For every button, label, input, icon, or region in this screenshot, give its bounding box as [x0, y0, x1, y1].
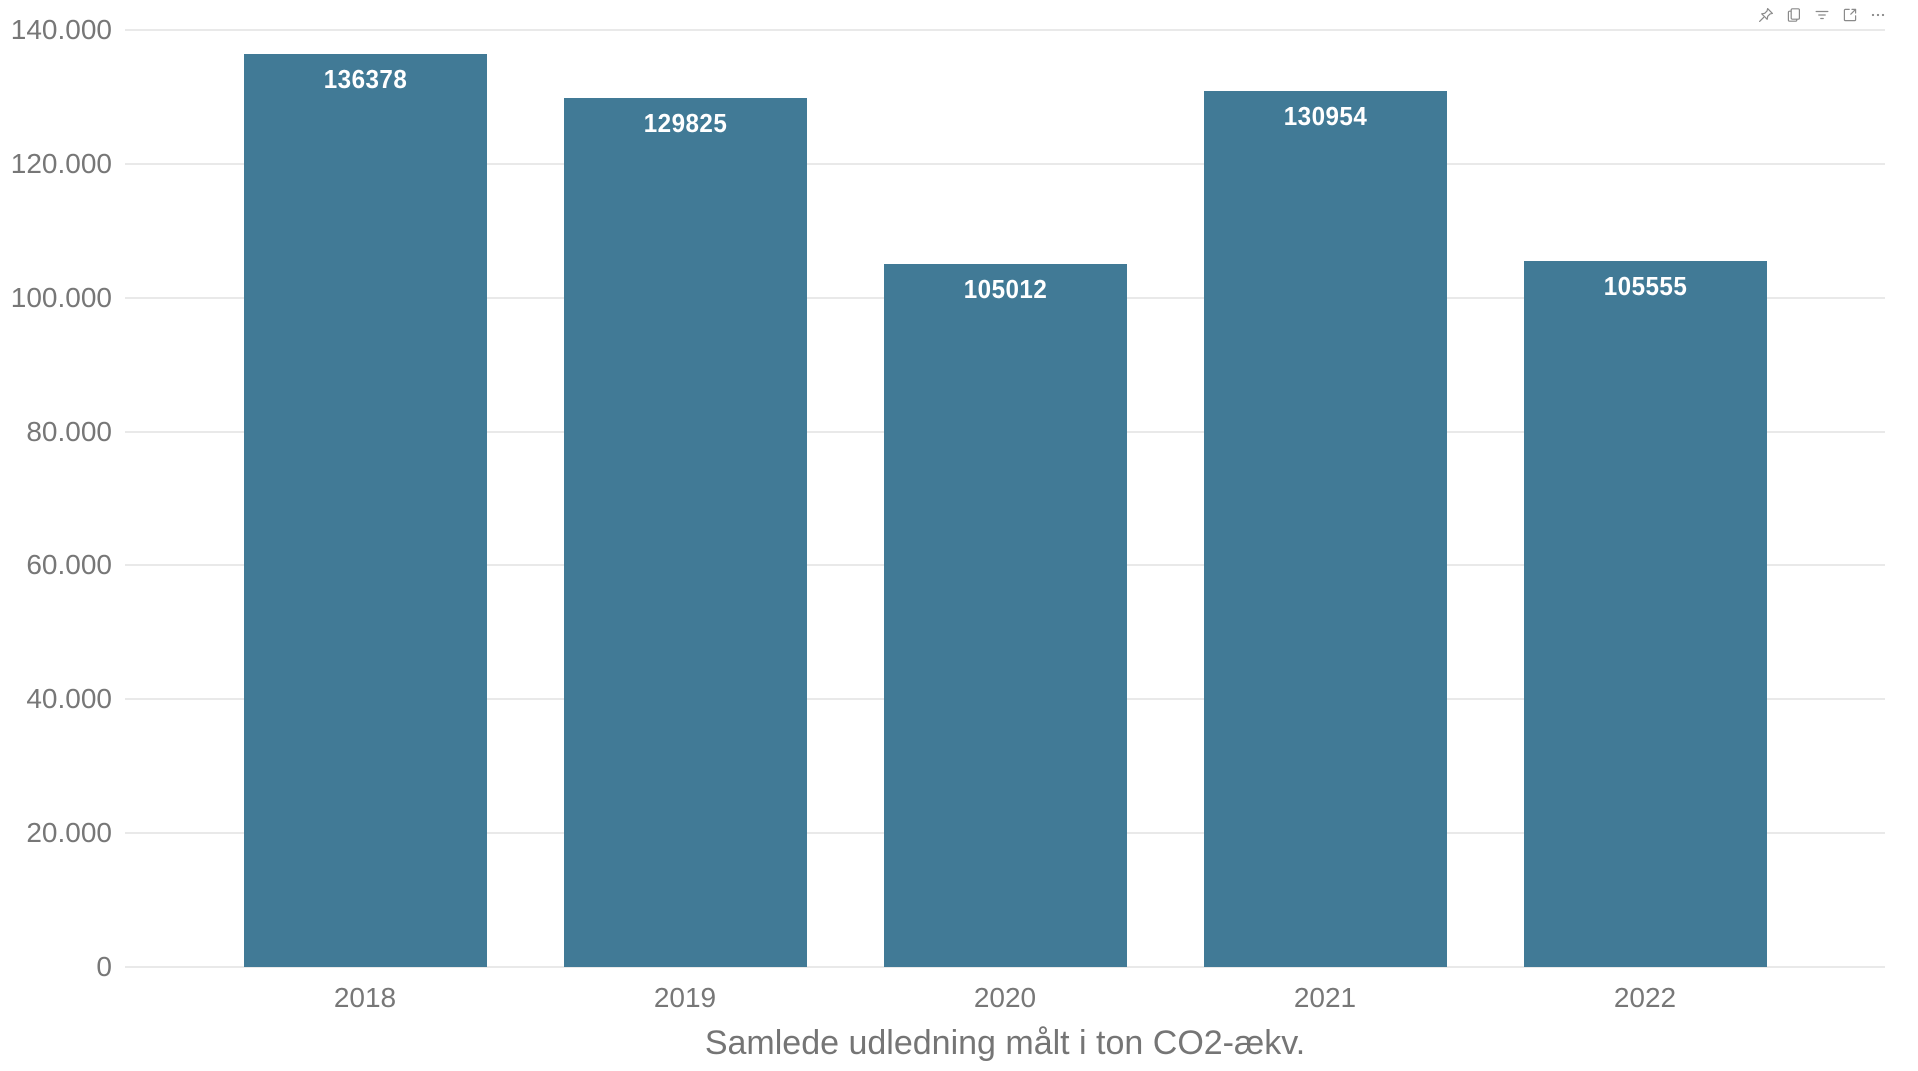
- bar-2022[interactable]: 105555: [1523, 261, 1767, 967]
- gridline: [125, 966, 1885, 968]
- copy-icon[interactable]: [1786, 7, 1802, 23]
- more-options-icon[interactable]: [1870, 7, 1886, 23]
- bar-2021[interactable]: 130954: [1203, 91, 1447, 967]
- bar-data-label: 136378: [323, 64, 407, 94]
- bar-slot: 105012: [845, 30, 1165, 967]
- bar-2018[interactable]: 136378: [243, 54, 487, 967]
- x-tick-label-2022: 2022: [1613, 982, 1677, 1013]
- pin-icon[interactable]: [1758, 7, 1774, 23]
- x-tick-label-2018: 2018: [333, 982, 397, 1013]
- y-tick-label: 0: [96, 951, 112, 982]
- y-tick-label: 40.000: [26, 683, 112, 715]
- bar-data-label: 105555: [1603, 271, 1687, 301]
- y-tick-label: 80.000: [26, 415, 112, 447]
- bar-slot: 105555: [1485, 30, 1805, 967]
- filter-icon[interactable]: [1814, 7, 1830, 23]
- y-tick-label: 20.000: [26, 817, 112, 849]
- x-tick-label-2021: 2021: [1293, 982, 1357, 1013]
- plot-area: 136378 129825 105012 130954 105555: [125, 29, 1885, 968]
- gridline: [125, 162, 1885, 165]
- x-axis: 2018 2019 2020 2021 2022: [205, 983, 1805, 1013]
- bar-data-label: 129825: [643, 108, 727, 138]
- y-tick-label: 140.000: [10, 14, 112, 45]
- bar-slot: 136378: [205, 30, 525, 967]
- bar-2019[interactable]: 129825: [563, 98, 807, 967]
- bar-2020[interactable]: 105012: [883, 264, 1127, 967]
- visual-header-toolbar: [1758, 7, 1886, 23]
- x-axis-title: Samlede udledning målt i ton CO2-ækv.: [704, 1024, 1306, 1062]
- gridline: [125, 29, 1885, 31]
- x-tick-label-2019: 2019: [653, 982, 717, 1013]
- x-tick-label-2020: 2020: [973, 982, 1037, 1013]
- y-tick-label: 100.000: [10, 281, 112, 313]
- y-tick-label: 120.000: [10, 147, 112, 179]
- bar-slot: 130954: [1165, 30, 1485, 967]
- bar-data-label: 105012: [963, 274, 1047, 304]
- bar-data-label: 130954: [1283, 101, 1367, 131]
- bar-slot: 129825: [525, 30, 845, 967]
- bars: 136378 129825 105012 130954 105555: [205, 30, 1805, 967]
- y-tick-label: 60.000: [26, 549, 112, 581]
- focus-mode-icon[interactable]: [1842, 7, 1858, 23]
